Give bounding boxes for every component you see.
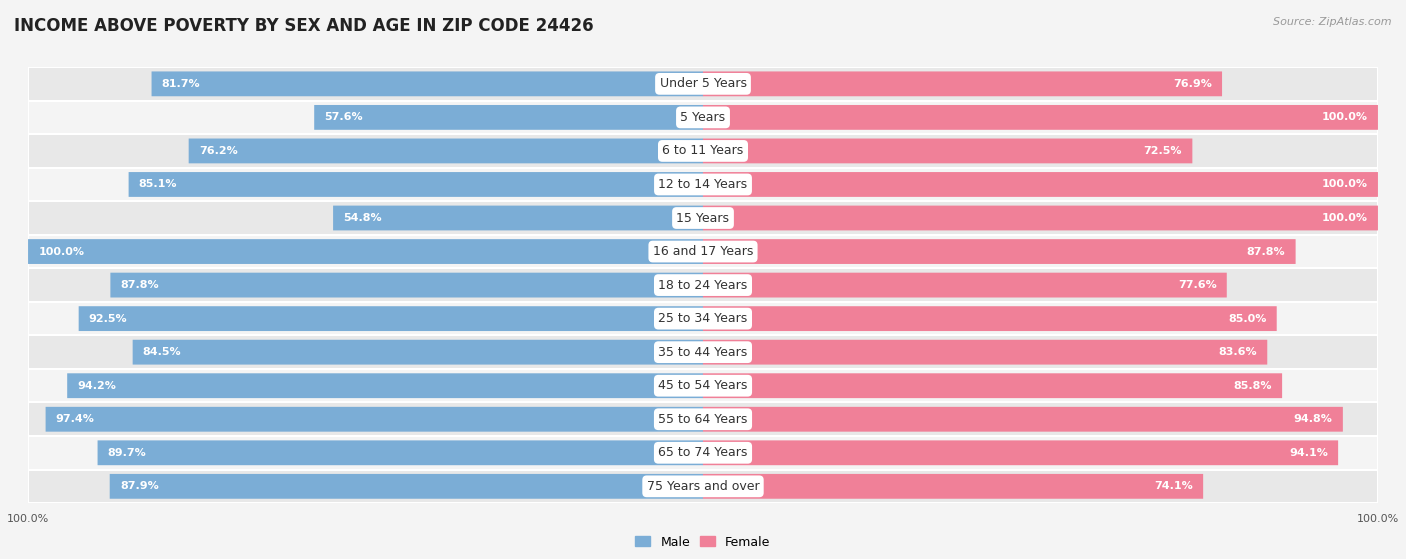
- FancyBboxPatch shape: [28, 67, 1378, 101]
- FancyBboxPatch shape: [28, 201, 1378, 235]
- Text: Source: ZipAtlas.com: Source: ZipAtlas.com: [1274, 17, 1392, 27]
- FancyBboxPatch shape: [128, 172, 703, 197]
- Text: 6 to 11 Years: 6 to 11 Years: [662, 144, 744, 158]
- FancyBboxPatch shape: [703, 306, 1277, 331]
- FancyBboxPatch shape: [28, 168, 1378, 201]
- FancyBboxPatch shape: [703, 373, 1282, 398]
- FancyBboxPatch shape: [132, 340, 703, 364]
- FancyBboxPatch shape: [333, 206, 703, 230]
- FancyBboxPatch shape: [28, 239, 703, 264]
- Text: 100.0%: 100.0%: [1322, 112, 1368, 122]
- Text: 84.5%: 84.5%: [143, 347, 181, 357]
- FancyBboxPatch shape: [703, 139, 1192, 163]
- Text: 100.0%: 100.0%: [38, 247, 84, 257]
- Text: 83.6%: 83.6%: [1219, 347, 1257, 357]
- Text: 18 to 24 Years: 18 to 24 Years: [658, 278, 748, 292]
- FancyBboxPatch shape: [28, 402, 1378, 436]
- FancyBboxPatch shape: [28, 436, 1378, 470]
- Text: 87.9%: 87.9%: [120, 481, 159, 491]
- FancyBboxPatch shape: [111, 273, 703, 297]
- Text: 35 to 44 Years: 35 to 44 Years: [658, 345, 748, 359]
- Text: 16 and 17 Years: 16 and 17 Years: [652, 245, 754, 258]
- FancyBboxPatch shape: [703, 206, 1378, 230]
- Text: 94.1%: 94.1%: [1289, 448, 1327, 458]
- FancyBboxPatch shape: [28, 335, 1378, 369]
- FancyBboxPatch shape: [110, 474, 703, 499]
- Text: 85.0%: 85.0%: [1229, 314, 1267, 324]
- Text: Under 5 Years: Under 5 Years: [659, 77, 747, 91]
- Text: 72.5%: 72.5%: [1143, 146, 1182, 156]
- FancyBboxPatch shape: [703, 72, 1222, 96]
- Text: 57.6%: 57.6%: [325, 112, 363, 122]
- FancyBboxPatch shape: [703, 474, 1204, 499]
- Text: INCOME ABOVE POVERTY BY SEX AND AGE IN ZIP CODE 24426: INCOME ABOVE POVERTY BY SEX AND AGE IN Z…: [14, 17, 593, 35]
- FancyBboxPatch shape: [314, 105, 703, 130]
- Text: 100.0%: 100.0%: [1322, 213, 1368, 223]
- FancyBboxPatch shape: [703, 105, 1378, 130]
- Text: 81.7%: 81.7%: [162, 79, 201, 89]
- FancyBboxPatch shape: [28, 369, 1378, 402]
- Text: 5 Years: 5 Years: [681, 111, 725, 124]
- Text: 25 to 34 Years: 25 to 34 Years: [658, 312, 748, 325]
- Text: 85.8%: 85.8%: [1233, 381, 1272, 391]
- FancyBboxPatch shape: [28, 470, 1378, 503]
- Text: 45 to 54 Years: 45 to 54 Years: [658, 379, 748, 392]
- FancyBboxPatch shape: [703, 172, 1378, 197]
- FancyBboxPatch shape: [97, 440, 703, 465]
- Text: 12 to 14 Years: 12 to 14 Years: [658, 178, 748, 191]
- FancyBboxPatch shape: [188, 139, 703, 163]
- Text: 76.2%: 76.2%: [198, 146, 238, 156]
- Text: 76.9%: 76.9%: [1173, 79, 1212, 89]
- FancyBboxPatch shape: [703, 239, 1295, 264]
- Text: 77.6%: 77.6%: [1178, 280, 1216, 290]
- Text: 85.1%: 85.1%: [139, 179, 177, 190]
- FancyBboxPatch shape: [703, 440, 1339, 465]
- Text: 94.8%: 94.8%: [1294, 414, 1333, 424]
- FancyBboxPatch shape: [45, 407, 703, 432]
- Text: 97.4%: 97.4%: [56, 414, 94, 424]
- Text: 100.0%: 100.0%: [1322, 179, 1368, 190]
- FancyBboxPatch shape: [703, 407, 1343, 432]
- FancyBboxPatch shape: [28, 134, 1378, 168]
- Text: 92.5%: 92.5%: [89, 314, 128, 324]
- Text: 87.8%: 87.8%: [1247, 247, 1285, 257]
- Legend: Male, Female: Male, Female: [630, 530, 776, 553]
- Text: 54.8%: 54.8%: [343, 213, 382, 223]
- Text: 15 Years: 15 Years: [676, 211, 730, 225]
- Text: 75 Years and over: 75 Years and over: [647, 480, 759, 493]
- Text: 65 to 74 Years: 65 to 74 Years: [658, 446, 748, 459]
- FancyBboxPatch shape: [28, 101, 1378, 134]
- Text: 74.1%: 74.1%: [1154, 481, 1192, 491]
- FancyBboxPatch shape: [703, 273, 1227, 297]
- FancyBboxPatch shape: [28, 235, 1378, 268]
- Text: 55 to 64 Years: 55 to 64 Years: [658, 413, 748, 426]
- Text: 94.2%: 94.2%: [77, 381, 117, 391]
- FancyBboxPatch shape: [79, 306, 703, 331]
- FancyBboxPatch shape: [28, 302, 1378, 335]
- FancyBboxPatch shape: [152, 72, 703, 96]
- Text: 89.7%: 89.7%: [108, 448, 146, 458]
- FancyBboxPatch shape: [28, 268, 1378, 302]
- FancyBboxPatch shape: [703, 340, 1267, 364]
- Text: 87.8%: 87.8%: [121, 280, 159, 290]
- FancyBboxPatch shape: [67, 373, 703, 398]
